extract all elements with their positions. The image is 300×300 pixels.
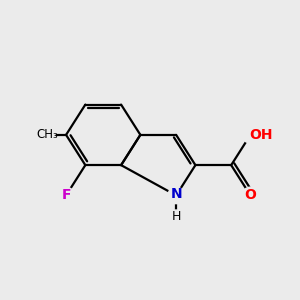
- Text: OH: OH: [249, 128, 273, 142]
- Circle shape: [58, 187, 74, 204]
- Circle shape: [168, 187, 184, 204]
- Circle shape: [242, 187, 259, 204]
- Circle shape: [242, 127, 259, 143]
- Text: N: N: [170, 187, 182, 201]
- Text: H: H: [172, 209, 181, 223]
- Circle shape: [170, 210, 182, 222]
- Text: F: F: [61, 188, 71, 203]
- Text: O: O: [244, 188, 256, 203]
- Circle shape: [39, 127, 55, 143]
- Text: CH₃: CH₃: [36, 128, 58, 141]
